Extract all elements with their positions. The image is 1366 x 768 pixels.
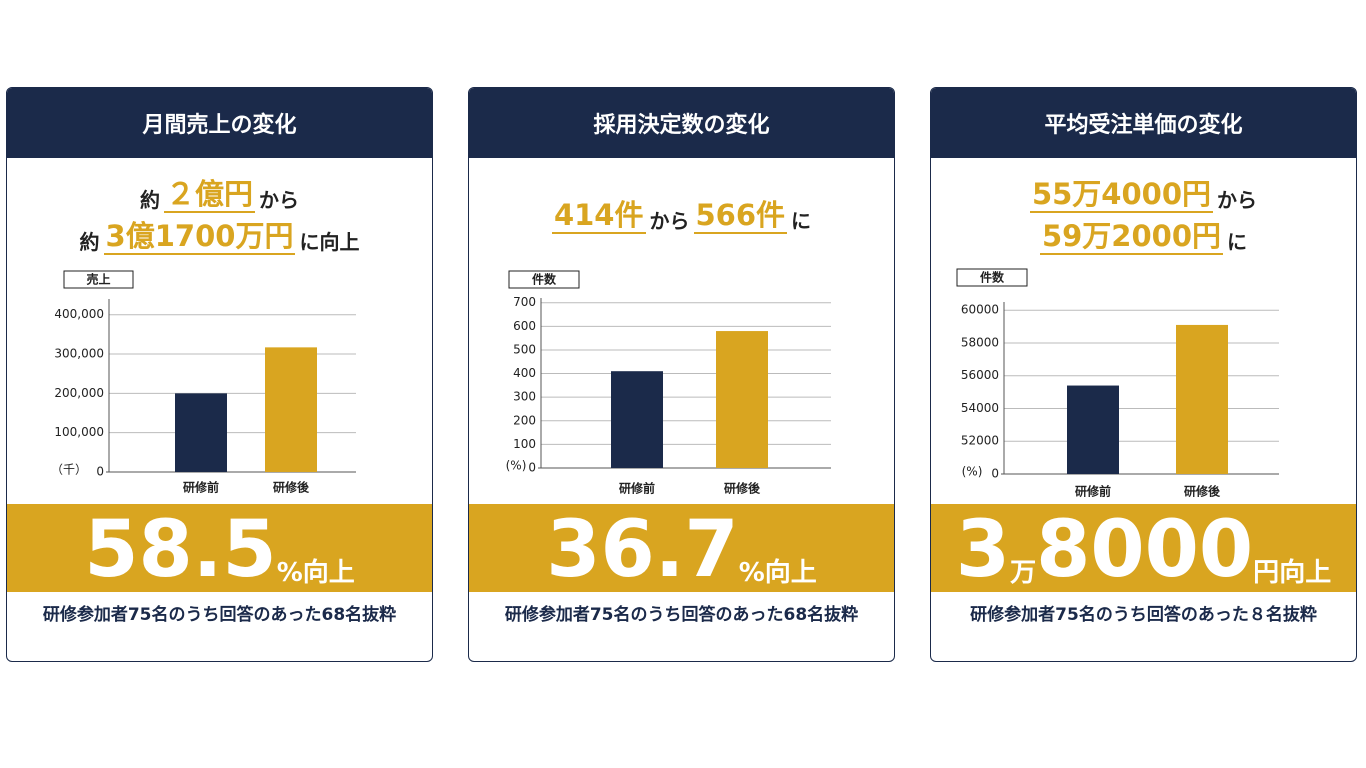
bar	[265, 347, 317, 472]
headline-accent: 3億1700万円	[103, 219, 296, 255]
result-unit: 万	[1010, 558, 1037, 588]
y-tick-label: 100	[513, 437, 536, 451]
headline-line: 414件 から 566件に	[551, 198, 812, 234]
headline-line: 約 ２億円 から	[140, 177, 299, 213]
y-tick-label: 54000	[961, 401, 999, 415]
y-tick-label: 100,000	[54, 425, 104, 439]
bar	[1067, 385, 1119, 474]
headline-text: から	[1217, 188, 1258, 212]
headline-text: 約	[79, 230, 100, 254]
y-tick-label: 700	[513, 295, 536, 309]
card: 月間売上の変化約 ２億円 から約 3億1700万円 に向上 売上 0 100,000 200,0…	[6, 87, 433, 662]
y-tick-label: 58000	[961, 335, 999, 349]
footnote: 研修参加者75名のうち回答のあった68名抜粋	[42, 605, 397, 625]
result-unit: 向上	[764, 558, 817, 588]
y-label-box	[956, 268, 1028, 287]
y-tick-label: 300,000	[54, 347, 104, 361]
headline: 55万4000円 から 59万2000円に	[931, 160, 1356, 272]
card-title: 平均受注単価の変化	[931, 88, 1356, 158]
y-tick-label: 300	[513, 390, 536, 404]
result-unit: %	[276, 558, 303, 588]
y-tick-label: 60000	[961, 303, 999, 317]
headline-accent: ２億円	[163, 177, 255, 213]
footnote: 研修参加者75名のうち回答のあった68名抜粋	[504, 605, 859, 625]
x-tick-label: 研修前	[1075, 484, 1111, 499]
card-title: 月間売上の変化	[7, 88, 432, 158]
result-unit: 円	[1253, 558, 1280, 588]
y-tick-label: 400	[513, 366, 536, 380]
footnote: 研修参加者75名のうち回答のあった８名抜粋	[970, 605, 1317, 625]
y-axis-label: 売上	[86, 272, 110, 287]
result-number: 58.5	[84, 505, 277, 595]
headline: 414件 から 566件に	[469, 160, 894, 272]
x-tick-label: 研修前	[183, 480, 219, 495]
result-unit: 向上	[302, 558, 355, 588]
card: 採用決定数の変化 414件 から 566件に件数 0 100 200 300 400 500 600…	[468, 87, 895, 662]
headline-accent: 59万2000円	[1039, 219, 1224, 255]
y-label-box	[63, 270, 134, 289]
chart: 売上 0 100,000 200,000 300,000 400,000 （千） 研修前 研修後	[51, 270, 356, 495]
chart: 件数 0 52000 54000 56000 58000 60000 (%) 研修前 研修後	[956, 268, 1279, 499]
result-band: 3 万 8000 円向上	[931, 504, 1356, 592]
headline-line: 55万4000円 から	[1029, 177, 1258, 213]
headline-text: 約	[139, 188, 160, 212]
bar	[1176, 324, 1228, 474]
y-tick-label: 0	[96, 465, 104, 479]
result-unit: %	[738, 558, 765, 588]
headline-text: に向上	[299, 230, 360, 254]
y-tick-label: 0	[991, 467, 999, 481]
headline: 約 ２億円 から約 3億1700万円 に向上	[7, 160, 432, 272]
unit-label: (%)	[962, 465, 983, 479]
result-band: 36.7% 向上	[469, 504, 894, 592]
headline-accent: 566件	[693, 198, 788, 234]
headline-text: から	[259, 188, 299, 212]
headline-accent: 55万4000円	[1029, 177, 1214, 213]
result-number: 8000	[1036, 505, 1254, 595]
result-band: 58.5% 向上	[7, 504, 432, 592]
chart: 件数 0 100 200 300 400 500 600 700 (%) 研修前 研修後	[506, 270, 831, 496]
result-number: 36.7	[546, 505, 739, 595]
y-tick-label: 52000	[961, 434, 999, 448]
y-axis-label: 件数	[980, 270, 1005, 285]
y-tick-label: 400,000	[54, 307, 104, 321]
headline-text: に	[1227, 230, 1248, 254]
y-axis-label: 件数	[532, 272, 557, 287]
bar	[175, 393, 227, 472]
x-tick-label: 研修前	[619, 481, 655, 496]
unit-label: (%)	[506, 459, 527, 473]
x-tick-label: 研修後	[273, 480, 310, 495]
headline-line: 約 3億1700万円 に向上	[79, 219, 360, 255]
y-tick-label: 600	[513, 319, 536, 333]
headline-text: に	[791, 209, 812, 233]
bar	[611, 371, 663, 468]
y-label-box	[508, 270, 580, 289]
y-tick-label: 200,000	[54, 386, 104, 400]
result-unit: 向上	[1279, 558, 1332, 588]
bar	[716, 331, 768, 468]
result-number: 3	[955, 505, 1011, 595]
headline-line: 59万2000円に	[1039, 219, 1248, 255]
y-tick-label: 56000	[961, 368, 999, 382]
headline-text: から	[649, 209, 690, 233]
card: 平均受注単価の変化 55万4000円 から 59万2000円に件数 0 52000 5400…	[930, 87, 1357, 662]
headline-accent: 414件	[551, 198, 646, 234]
x-tick-label: 研修後	[1184, 484, 1221, 499]
x-tick-label: 研修後	[724, 481, 761, 496]
card-title: 採用決定数の変化	[469, 88, 894, 158]
y-tick-label: 0	[528, 461, 536, 475]
y-tick-label: 200	[513, 413, 536, 427]
unit-label: （千）	[51, 463, 87, 477]
y-tick-label: 500	[513, 342, 536, 356]
